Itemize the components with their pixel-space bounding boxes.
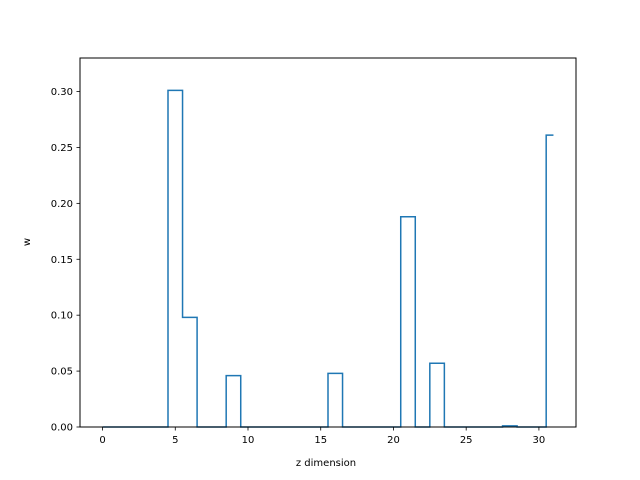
y-axis-ticks: 0.00 0.05 0.10 0.15 0.20 0.25 0.30 xyxy=(51,87,80,434)
x-tick-label: 10 xyxy=(242,435,255,446)
x-tick-label: 20 xyxy=(387,435,400,446)
y-tick-label: 0.15 xyxy=(51,255,73,266)
y-axis-label: w xyxy=(22,238,33,246)
x-tick-label: 25 xyxy=(460,435,473,446)
y-tick-label: 0.25 xyxy=(51,143,73,154)
x-tick-label: 5 xyxy=(172,435,178,446)
y-tick-label: 0.00 xyxy=(51,423,73,434)
y-tick-label: 0.05 xyxy=(51,367,73,378)
y-tick-label: 0.30 xyxy=(51,87,73,98)
x-tick-label: 15 xyxy=(314,435,327,446)
y-tick-label: 0.20 xyxy=(51,199,73,210)
x-tick-label: 30 xyxy=(533,435,546,446)
x-tick-label: 0 xyxy=(99,435,105,446)
x-axis-ticks: 0 5 10 15 20 25 30 xyxy=(99,427,545,446)
plot-frame xyxy=(79,57,577,428)
x-axis-label: z dimension xyxy=(296,458,356,469)
y-tick-label: 0.10 xyxy=(51,311,73,322)
